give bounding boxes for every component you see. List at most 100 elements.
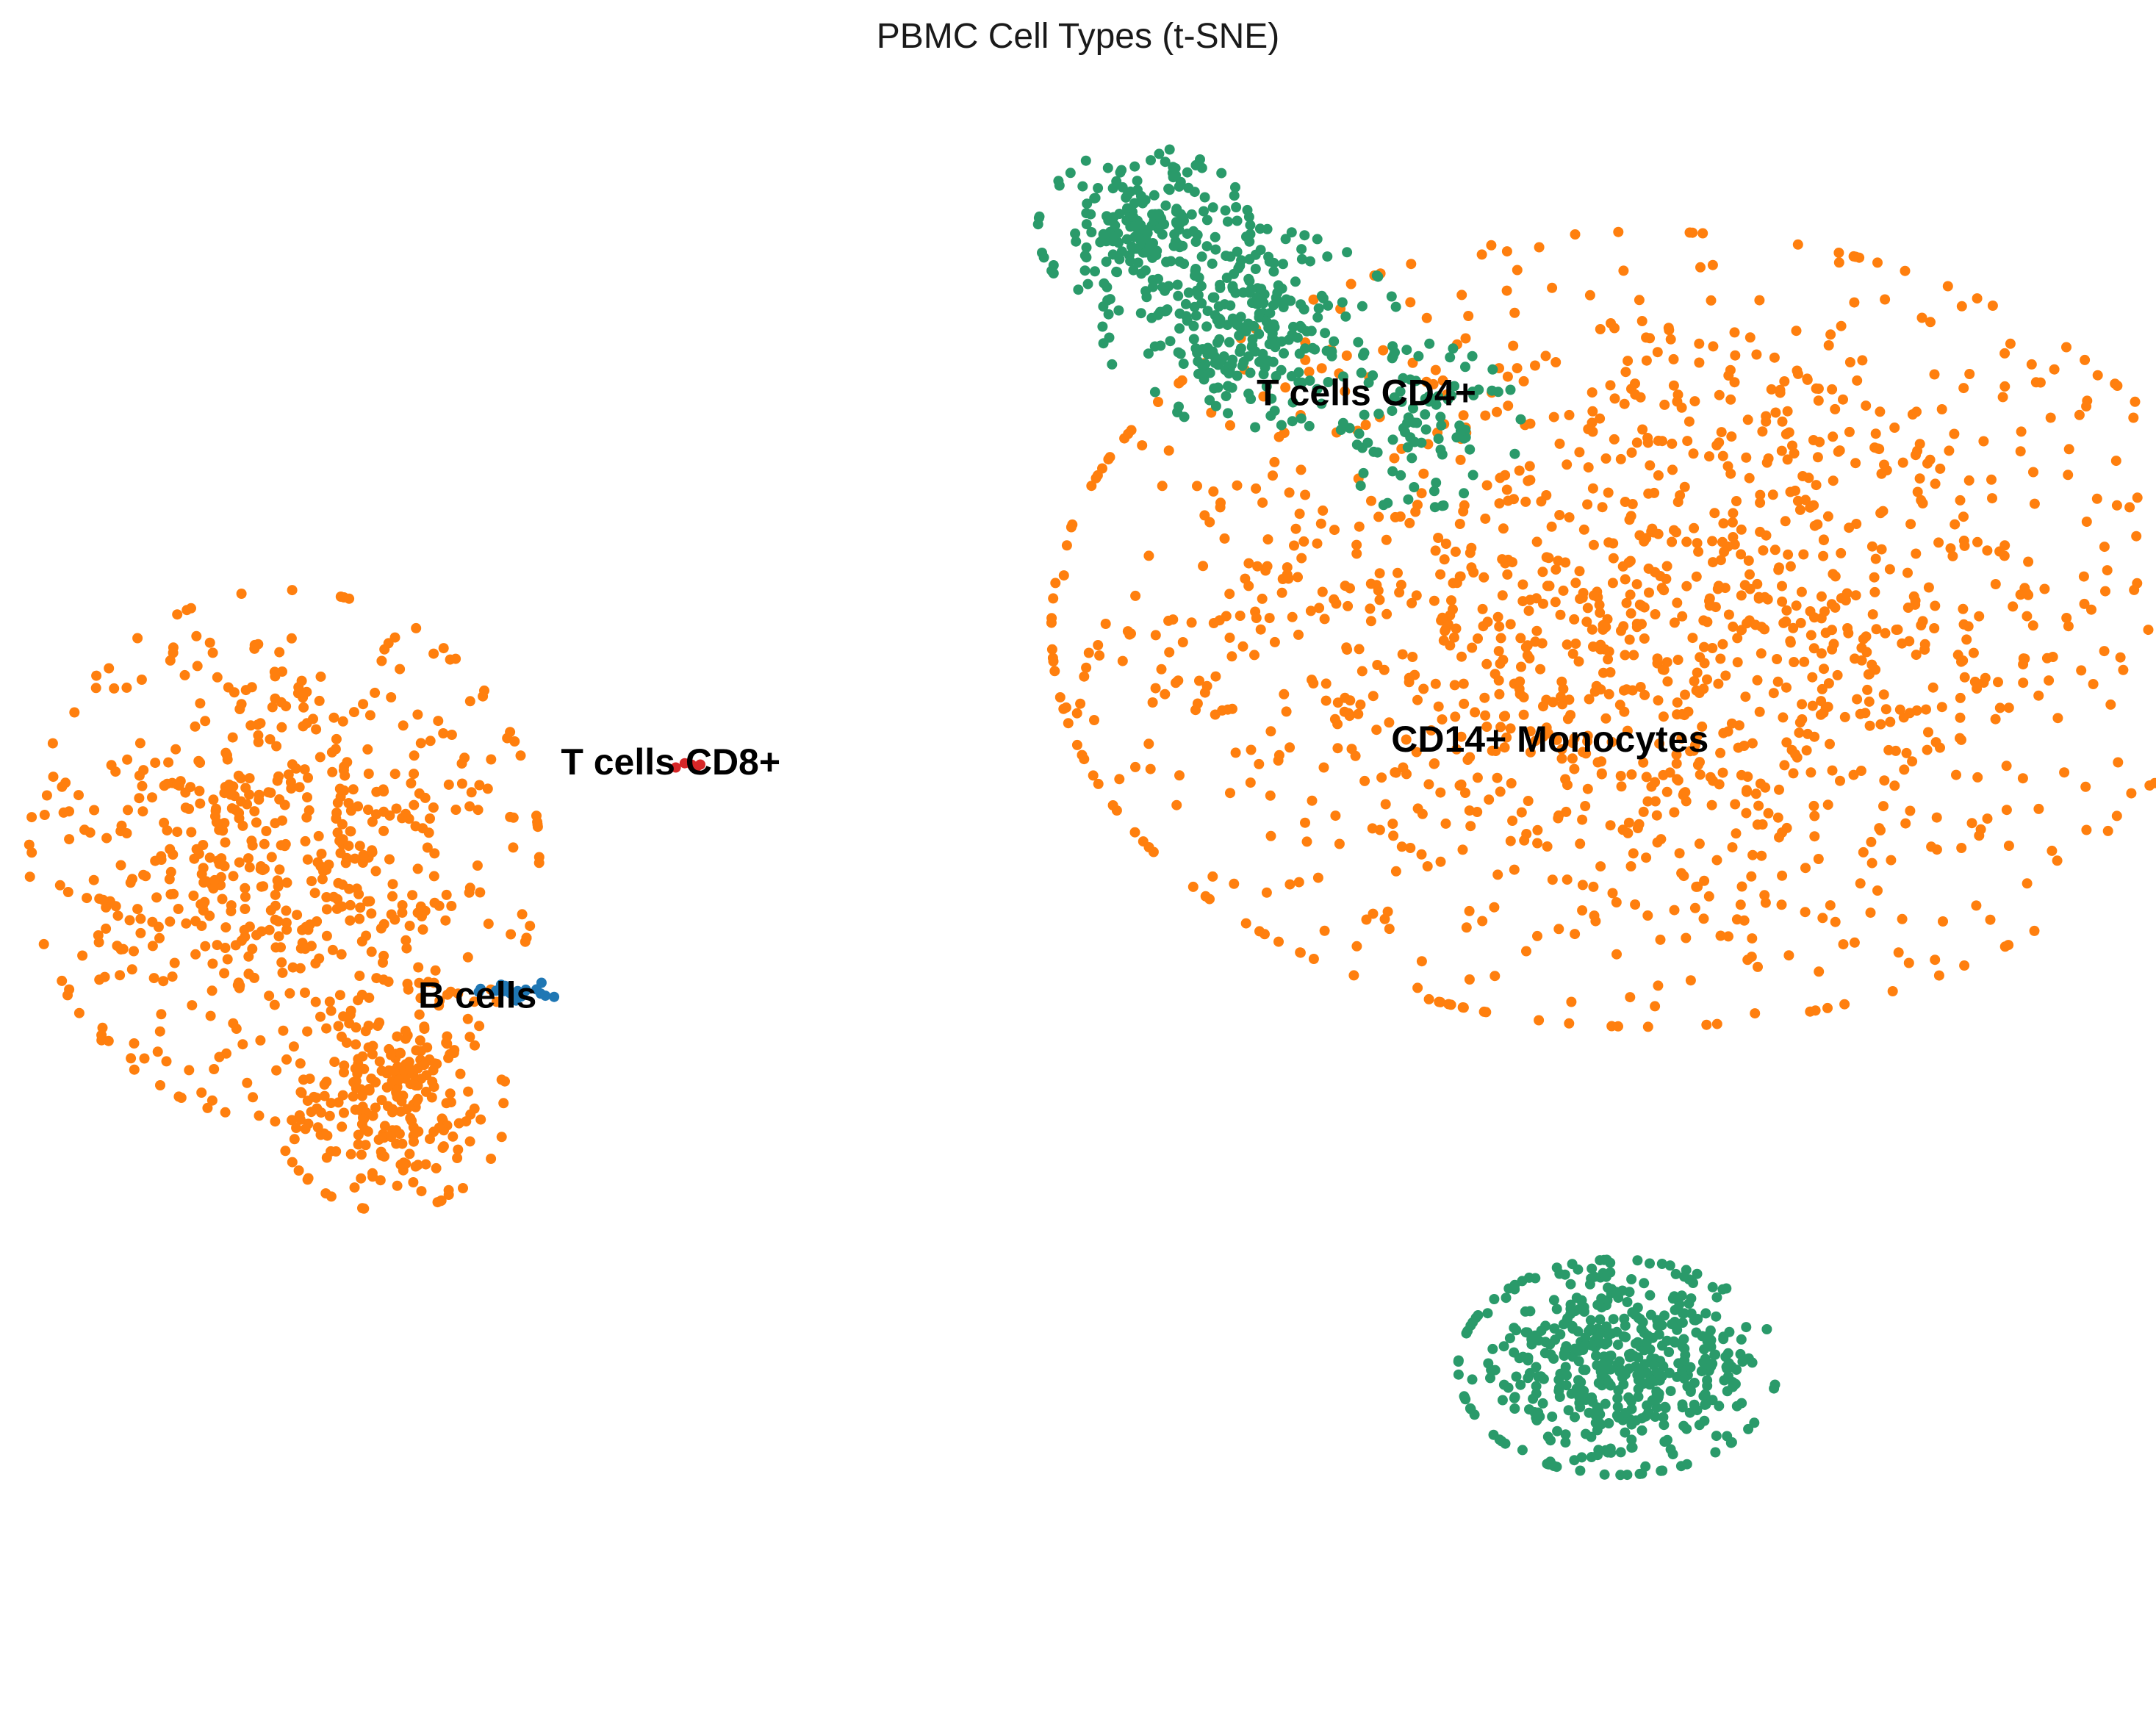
point bbox=[1086, 481, 1097, 492]
point bbox=[1305, 605, 1316, 616]
point bbox=[353, 1054, 364, 1065]
point bbox=[1359, 348, 1370, 359]
point bbox=[1611, 949, 1622, 960]
point bbox=[1537, 638, 1548, 649]
point bbox=[1454, 519, 1465, 529]
point bbox=[1782, 406, 1793, 417]
point bbox=[1531, 1381, 1542, 1392]
point bbox=[1445, 999, 1456, 1010]
point bbox=[1555, 609, 1566, 620]
point bbox=[2027, 620, 2038, 631]
point bbox=[1418, 683, 1429, 694]
point bbox=[339, 785, 350, 796]
point bbox=[1464, 905, 1475, 916]
point bbox=[1769, 1379, 1781, 1390]
point bbox=[1225, 420, 1235, 431]
point bbox=[281, 905, 292, 916]
point bbox=[1817, 683, 1828, 694]
point bbox=[1243, 580, 1254, 592]
point bbox=[1551, 1262, 1562, 1273]
point bbox=[1437, 714, 1448, 725]
point bbox=[1135, 308, 1146, 319]
point bbox=[1229, 878, 1240, 889]
point bbox=[77, 950, 88, 961]
point bbox=[1758, 545, 1769, 556]
point bbox=[1442, 394, 1453, 405]
point bbox=[152, 1046, 163, 1057]
point bbox=[1231, 202, 1242, 212]
point bbox=[240, 931, 251, 942]
point bbox=[1642, 1330, 1653, 1341]
point bbox=[1613, 1412, 1624, 1423]
point bbox=[1174, 323, 1185, 334]
point bbox=[309, 1091, 320, 1102]
point bbox=[1736, 590, 1747, 601]
point bbox=[1584, 290, 1595, 301]
point bbox=[1966, 818, 1977, 829]
point bbox=[1959, 540, 1970, 551]
point bbox=[1713, 580, 1724, 592]
point bbox=[1779, 376, 1790, 386]
point bbox=[441, 1098, 452, 1109]
point bbox=[1990, 713, 2001, 725]
point bbox=[1168, 240, 1179, 251]
point bbox=[1429, 758, 1440, 769]
point bbox=[1240, 918, 1251, 929]
point bbox=[1563, 1405, 1574, 1416]
point bbox=[1550, 564, 1562, 575]
point bbox=[244, 862, 255, 873]
point bbox=[1304, 420, 1315, 431]
point bbox=[1972, 772, 1983, 783]
point bbox=[375, 1175, 386, 1186]
point bbox=[1212, 382, 1223, 393]
point bbox=[162, 778, 173, 789]
point bbox=[1067, 519, 1078, 530]
point bbox=[97, 1022, 108, 1033]
point bbox=[1437, 612, 1448, 623]
point bbox=[1680, 787, 1691, 798]
point bbox=[1255, 624, 1266, 635]
point bbox=[2099, 542, 2110, 553]
point bbox=[419, 1060, 430, 1071]
point bbox=[1111, 805, 1122, 816]
point bbox=[1828, 475, 1839, 486]
point bbox=[1477, 603, 1488, 614]
point bbox=[448, 1131, 459, 1142]
point bbox=[2033, 690, 2044, 701]
point bbox=[273, 931, 284, 942]
point bbox=[2115, 652, 2126, 663]
point bbox=[1813, 395, 1824, 406]
point bbox=[1685, 975, 1696, 986]
point bbox=[1631, 437, 1642, 448]
point bbox=[1676, 868, 1687, 879]
point bbox=[1458, 506, 1469, 517]
point bbox=[1289, 540, 1299, 551]
point bbox=[1875, 508, 1886, 519]
point bbox=[1690, 1315, 1701, 1326]
point bbox=[1574, 1304, 1585, 1315]
point bbox=[353, 801, 364, 812]
point bbox=[2100, 586, 2110, 597]
point bbox=[359, 1203, 370, 1214]
point bbox=[1705, 1338, 1716, 1349]
point bbox=[1145, 240, 1156, 251]
point bbox=[1577, 814, 1588, 825]
point bbox=[1622, 725, 1633, 736]
point bbox=[208, 794, 219, 805]
point bbox=[1457, 844, 1468, 855]
point bbox=[410, 821, 421, 832]
point bbox=[1548, 1353, 1559, 1364]
point bbox=[1110, 220, 1121, 231]
point bbox=[1307, 675, 1317, 686]
point bbox=[1650, 609, 1661, 619]
point bbox=[1049, 666, 1060, 677]
point bbox=[463, 1086, 474, 1097]
point bbox=[438, 643, 449, 654]
point bbox=[1857, 355, 1868, 366]
point bbox=[2015, 446, 2026, 457]
point bbox=[1697, 1365, 1708, 1376]
point bbox=[277, 967, 288, 978]
point bbox=[1742, 954, 1753, 966]
point bbox=[1661, 786, 1672, 797]
point bbox=[1588, 881, 1599, 892]
